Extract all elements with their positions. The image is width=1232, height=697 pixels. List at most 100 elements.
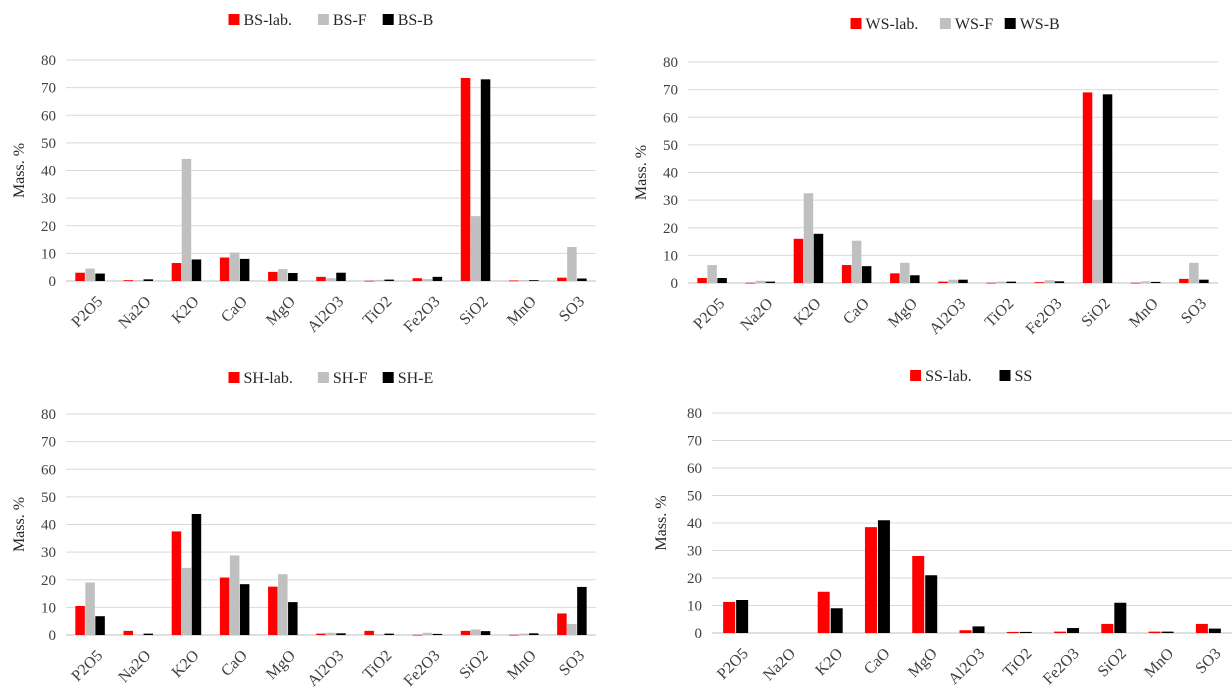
y-tick-label: 70 [663, 83, 678, 99]
bar-sh-f-al2o3 [326, 632, 336, 635]
y-tick-label: 30 [663, 193, 678, 209]
x-tick-label: MgO [263, 647, 299, 683]
y-tick-label: 50 [41, 136, 56, 152]
bar-bs-b-tio2 [384, 279, 394, 281]
bar-bs-b-k2o [191, 259, 202, 281]
y-tick-label: 10 [663, 248, 678, 264]
bar-sh-f-fe2o3 [422, 632, 433, 635]
bar-sh-f-sio2 [470, 629, 481, 635]
y-axis-label: Mass. % [11, 497, 28, 552]
bar-ws-f-al2o3 [948, 279, 958, 283]
x-tick-label: MnO [504, 293, 540, 329]
bar-ss-k2o [830, 608, 843, 633]
x-tick-label: CaO [218, 647, 251, 680]
bar-bs-b-al2o3 [336, 272, 346, 281]
bar-sh-lab-sio2 [460, 630, 471, 635]
x-tick-label: TiO2 [360, 647, 396, 683]
x-tick-label: K2O [169, 647, 203, 681]
x-tick-label: SiO2 [1095, 645, 1130, 680]
y-tick-label: 60 [663, 110, 678, 126]
bar-ws-lab-p2o5 [697, 278, 707, 283]
x-tick-label: SO3 [556, 647, 588, 679]
bar-sh-lab-fe2o3 [412, 634, 423, 636]
bar-ws-lab-cao [841, 265, 852, 283]
y-tick-label: 50 [663, 138, 678, 154]
x-tick-label: MgO [263, 293, 299, 329]
bar-sh-f-tio2 [374, 634, 384, 635]
bar-ws-lab-mno [1130, 282, 1141, 284]
x-tick-label: Al2O3 [304, 647, 347, 690]
bar-ss-tio2 [1019, 631, 1032, 633]
bar-sh-e-sio2 [480, 631, 491, 635]
bar-sh-e-tio2 [384, 633, 394, 635]
bar-sh-e-al2o3 [336, 633, 346, 635]
legend-swatch [939, 18, 951, 29]
legend-label: SH-E [398, 370, 434, 387]
bar-sh-e-na2o [143, 633, 154, 635]
bar-bs-f-k2o [181, 158, 192, 281]
y-tick-label: 20 [41, 573, 56, 589]
bar-ss-lab-p2o5 [723, 601, 736, 633]
bar-ws-b-so3 [1199, 279, 1209, 283]
bar-ss-lab-k2o [817, 591, 830, 633]
y-tick-label: 50 [41, 490, 56, 506]
bar-ss-al2o3 [972, 626, 985, 633]
bar-ss-p2o5 [736, 600, 749, 633]
y-tick-label: 40 [663, 166, 678, 182]
y-tick-label: 10 [41, 246, 56, 262]
y-tick-label: 30 [687, 544, 702, 560]
legend-label: BS-B [398, 12, 434, 29]
bar-ws-lab-mgo [890, 273, 900, 283]
bar-bs-f-tio2 [374, 279, 384, 281]
bar-ws-b-fe2o3 [1054, 281, 1065, 283]
y-tick-label: 40 [41, 164, 56, 180]
x-tick-label: Al2O3 [926, 295, 969, 338]
x-tick-label: Fe2O3 [1040, 645, 1083, 688]
y-tick-label: 0 [49, 274, 57, 290]
bar-ws-b-tio2 [1006, 281, 1016, 283]
bar-ss-lab-fe2o3 [1054, 631, 1067, 633]
bar-ss-lab-cao [864, 527, 877, 633]
bar-sh-e-k2o [191, 514, 202, 635]
legend: WS-lab. WS-F WS-B [850, 16, 1060, 33]
x-tick-label: P2O5 [714, 645, 752, 683]
bar-sh-f-mgo [278, 574, 288, 635]
chart-panel-3: 0 10 20 30 40 50 60 70 80 Mass. % P2O5 Na2O K2O CaO Mg… [11, 370, 596, 690]
bar-bs-lab-p2o5 [75, 272, 85, 281]
legend-label: WS-B [1020, 16, 1060, 33]
legend-label: SH-lab. [244, 370, 293, 387]
bar-ws-f-na2o [755, 280, 766, 283]
x-tick-label: TiO2 [1000, 645, 1036, 681]
bar-ss-fe2o3 [1067, 628, 1080, 633]
bar-bs-b-mno [528, 280, 539, 281]
bar-bs-f-fe2o3 [422, 279, 433, 281]
bar-sh-f-na2o [133, 634, 144, 636]
bar-bs-lab-al2o3 [316, 276, 326, 281]
bar-ws-f-fe2o3 [1044, 280, 1055, 283]
legend-swatch [1004, 18, 1016, 29]
legend-label: BS-lab. [244, 12, 292, 29]
bar-ss-lab-mno [1148, 631, 1161, 633]
bar-ws-b-cao [861, 266, 872, 283]
y-tick-label: 30 [41, 191, 56, 207]
bar-ws-b-sio2 [1102, 94, 1113, 283]
x-tick-label: MgO [905, 645, 941, 681]
y-tick-label: 70 [41, 81, 56, 97]
bar-bs-lab-k2o [171, 263, 182, 281]
x-tick-label: Fe2O3 [401, 647, 444, 690]
legend-swatch [382, 14, 394, 25]
bar-ss-cao [877, 520, 890, 633]
x-tick-label: TiO2 [982, 295, 1018, 331]
bar-sh-lab-k2o [171, 531, 182, 635]
bar-bs-f-na2o [133, 280, 144, 281]
y-axis-label: Mass. % [653, 495, 670, 550]
bar-sh-lab-mgo [268, 586, 278, 635]
bar-ss-mno [1161, 631, 1174, 633]
bar-bs-lab-tio2 [364, 280, 374, 282]
bar-sh-lab-mno [508, 634, 519, 636]
y-tick-label: 0 [49, 628, 57, 644]
legend: BS-lab. BS-F BS-B [228, 12, 434, 29]
x-tick-label: MgO [885, 295, 921, 331]
bar-ws-b-mgo [910, 275, 920, 283]
bar-ws-f-so3 [1189, 262, 1199, 283]
